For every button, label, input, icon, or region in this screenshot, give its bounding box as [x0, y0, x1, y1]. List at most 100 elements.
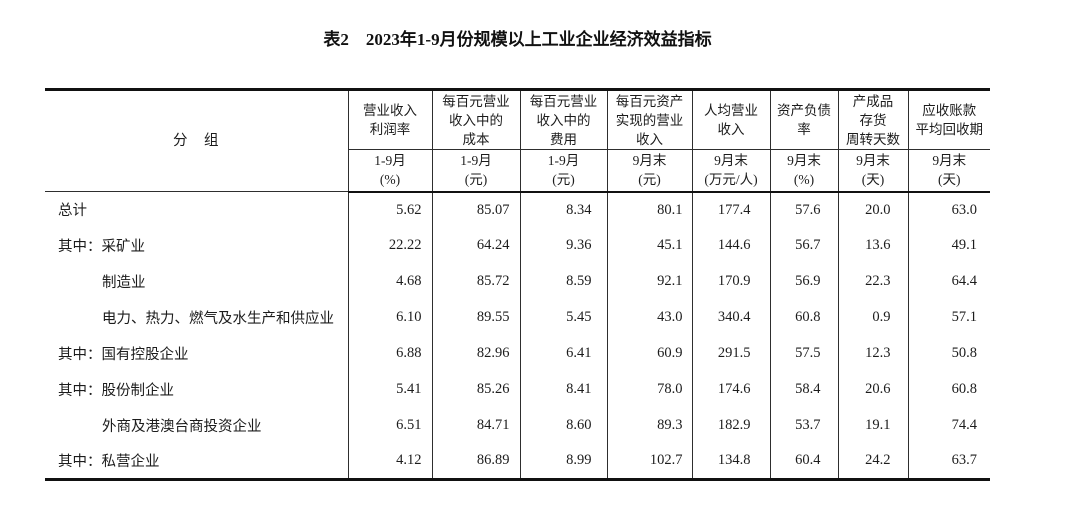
data-cell: 6.88: [347, 335, 432, 372]
data-cell: 85.26: [431, 371, 520, 408]
data-cell: 6.10: [347, 299, 432, 336]
data-cell: 89.3: [606, 407, 692, 444]
data-cell: 74.4: [907, 407, 990, 444]
data-cell: 19.1: [837, 407, 908, 444]
row-label: 其中：国有控股企业: [58, 347, 189, 363]
data-cell: 8.34: [519, 191, 607, 228]
data-cell: 22.22: [347, 227, 432, 264]
data-cell: 144.6: [691, 227, 770, 264]
economic-indicators-table: 分 组 营业收入 利润率 每百元营业 收入中的 成本 每百元营业 收入中的 费用…: [45, 88, 990, 481]
column-header-revenue-per-asset: 每百元资产 实现的营业 收入: [606, 89, 692, 150]
data-cell: 85.72: [431, 263, 520, 300]
unit-header-receivable-period: 9月末 (天): [907, 149, 990, 193]
header-row-units: 1-9月 (%) 1-9月 (元) 1-9月 (元) 9月末 (元) 9月末 (…: [45, 149, 990, 193]
unit-header-expense-per-100: 1-9月 (元): [519, 149, 607, 193]
data-cell: 57.6: [769, 191, 838, 228]
data-cell: 134.8: [691, 443, 770, 480]
column-header-receivable-period: 应收账款 平均回收期: [907, 89, 990, 150]
data-cell: 291.5: [691, 335, 770, 372]
table-row-mining: 其中：采矿业 22.22 64.24 9.36 45.1 144.6 56.7 …: [45, 227, 990, 264]
row-label: 其中：股份制企业: [58, 383, 174, 399]
data-cell: 63.0: [907, 191, 990, 228]
data-cell: 86.89: [431, 443, 520, 480]
data-cell: 5.62: [347, 191, 432, 228]
row-label: 电力、热力、燃气及水生产和供应业: [102, 311, 334, 327]
data-cell: 50.8: [907, 335, 990, 372]
row-label: 制造业: [102, 275, 146, 291]
data-cell: 57.1: [907, 299, 990, 336]
table-row-utilities: 电力、热力、燃气及水生产和供应业 6.10 89.55 5.45 43.0 34…: [45, 299, 990, 336]
data-cell: 22.3: [837, 263, 908, 300]
data-cell: 9.36: [519, 227, 607, 264]
data-cell: 6.51: [347, 407, 432, 444]
table-row-state-holding: 其中：国有控股企业 6.88 82.96 6.41 60.9 291.5 57.…: [45, 335, 990, 372]
data-cell: 20.0: [837, 191, 908, 228]
data-cell: 24.2: [837, 443, 908, 480]
data-cell: 43.0: [606, 299, 692, 336]
unit-header-revenue-per-capita: 9月末 (万元/人): [691, 149, 770, 193]
header-row-groups: 分 组 营业收入 利润率 每百元营业 收入中的 成本 每百元营业 收入中的 费用…: [45, 89, 990, 192]
table-row-manufacturing: 制造业 4.68 85.72 8.59 92.1 170.9 56.9 22.3…: [45, 263, 990, 300]
data-cell: 170.9: [691, 263, 770, 300]
column-header-cost-per-100: 每百元营业 收入中的 成本: [431, 89, 520, 150]
unit-header-debt-ratio: 9月末 (%): [769, 149, 838, 193]
data-cell: 8.41: [519, 371, 607, 408]
row-label: 其中：采矿业: [58, 239, 145, 255]
data-cell: 63.7: [907, 443, 990, 480]
data-cell: 60.4: [769, 443, 838, 480]
unit-header-revenue-per-asset: 9月末 (元): [606, 149, 692, 193]
data-cell: 49.1: [907, 227, 990, 264]
data-cell: 4.68: [347, 263, 432, 300]
data-cell: 8.99: [519, 443, 607, 480]
row-label: 其中：私营企业: [58, 454, 160, 471]
table-row-private: 其中：私营企业 4.12 86.89 8.99 102.7 134.8 60.4…: [45, 443, 990, 480]
unit-header-inventory-days: 9月末 (天): [837, 149, 908, 193]
data-cell: 60.8: [907, 371, 990, 408]
data-cell: 8.59: [519, 263, 607, 300]
data-cell: 177.4: [691, 191, 770, 228]
table-row-foreign-invested: 外商及港澳台商投资企业 6.51 84.71 8.60 89.3 182.9 5…: [45, 407, 990, 444]
data-cell: 5.41: [347, 371, 432, 408]
data-cell: 80.1: [606, 191, 692, 228]
data-cell: 84.71: [431, 407, 520, 444]
data-cell: 60.8: [769, 299, 838, 336]
data-cell: 13.6: [837, 227, 908, 264]
column-header-revenue-per-capita: 人均营业 收入: [691, 89, 770, 150]
unit-header-profit-rate: 1-9月 (%): [347, 149, 432, 193]
data-cell: 58.4: [769, 371, 838, 408]
data-cell: 78.0: [606, 371, 692, 408]
data-cell: 56.9: [769, 263, 838, 300]
column-header-expense-per-100: 每百元营业 收入中的 费用: [519, 89, 607, 150]
data-cell: 82.96: [431, 335, 520, 372]
data-cell: 182.9: [691, 407, 770, 444]
data-cell: 85.07: [431, 191, 520, 228]
table-row-total: 总计 5.62 85.07 8.34 80.1 177.4 57.6 20.0 …: [45, 191, 990, 228]
data-cell: 56.7: [769, 227, 838, 264]
data-cell: 12.3: [837, 335, 908, 372]
data-cell: 53.7: [769, 407, 838, 444]
data-cell: 6.41: [519, 335, 607, 372]
column-header-group: 分 组: [45, 89, 348, 192]
data-cell: 60.9: [606, 335, 692, 372]
data-cell: 45.1: [606, 227, 692, 264]
data-cell: 64.4: [907, 263, 990, 300]
data-cell: 57.5: [769, 335, 838, 372]
data-cell: 8.60: [519, 407, 607, 444]
data-cell: 340.4: [691, 299, 770, 336]
data-cell: 5.45: [519, 299, 607, 336]
data-cell: 64.24: [431, 227, 520, 264]
column-header-inventory-days: 产成品 存货 周转天数: [837, 89, 908, 150]
column-header-profit-rate: 营业收入 利润率: [347, 89, 432, 150]
data-cell: 20.6: [837, 371, 908, 408]
data-cell: 102.7: [606, 443, 692, 480]
column-header-debt-ratio: 资产负债 率: [769, 89, 838, 150]
table-title: 表2 2023年1-9月份规模以上工业企业经济效益指标: [323, 30, 712, 49]
data-cell: 174.6: [691, 371, 770, 408]
row-label: 总计: [58, 203, 87, 220]
unit-header-cost-per-100: 1-9月 (元): [431, 149, 520, 193]
data-cell: 92.1: [606, 263, 692, 300]
data-cell: 0.9: [837, 299, 908, 336]
row-label: 外商及港澳台商投资企业: [102, 419, 262, 435]
data-cell: 89.55: [431, 299, 520, 336]
